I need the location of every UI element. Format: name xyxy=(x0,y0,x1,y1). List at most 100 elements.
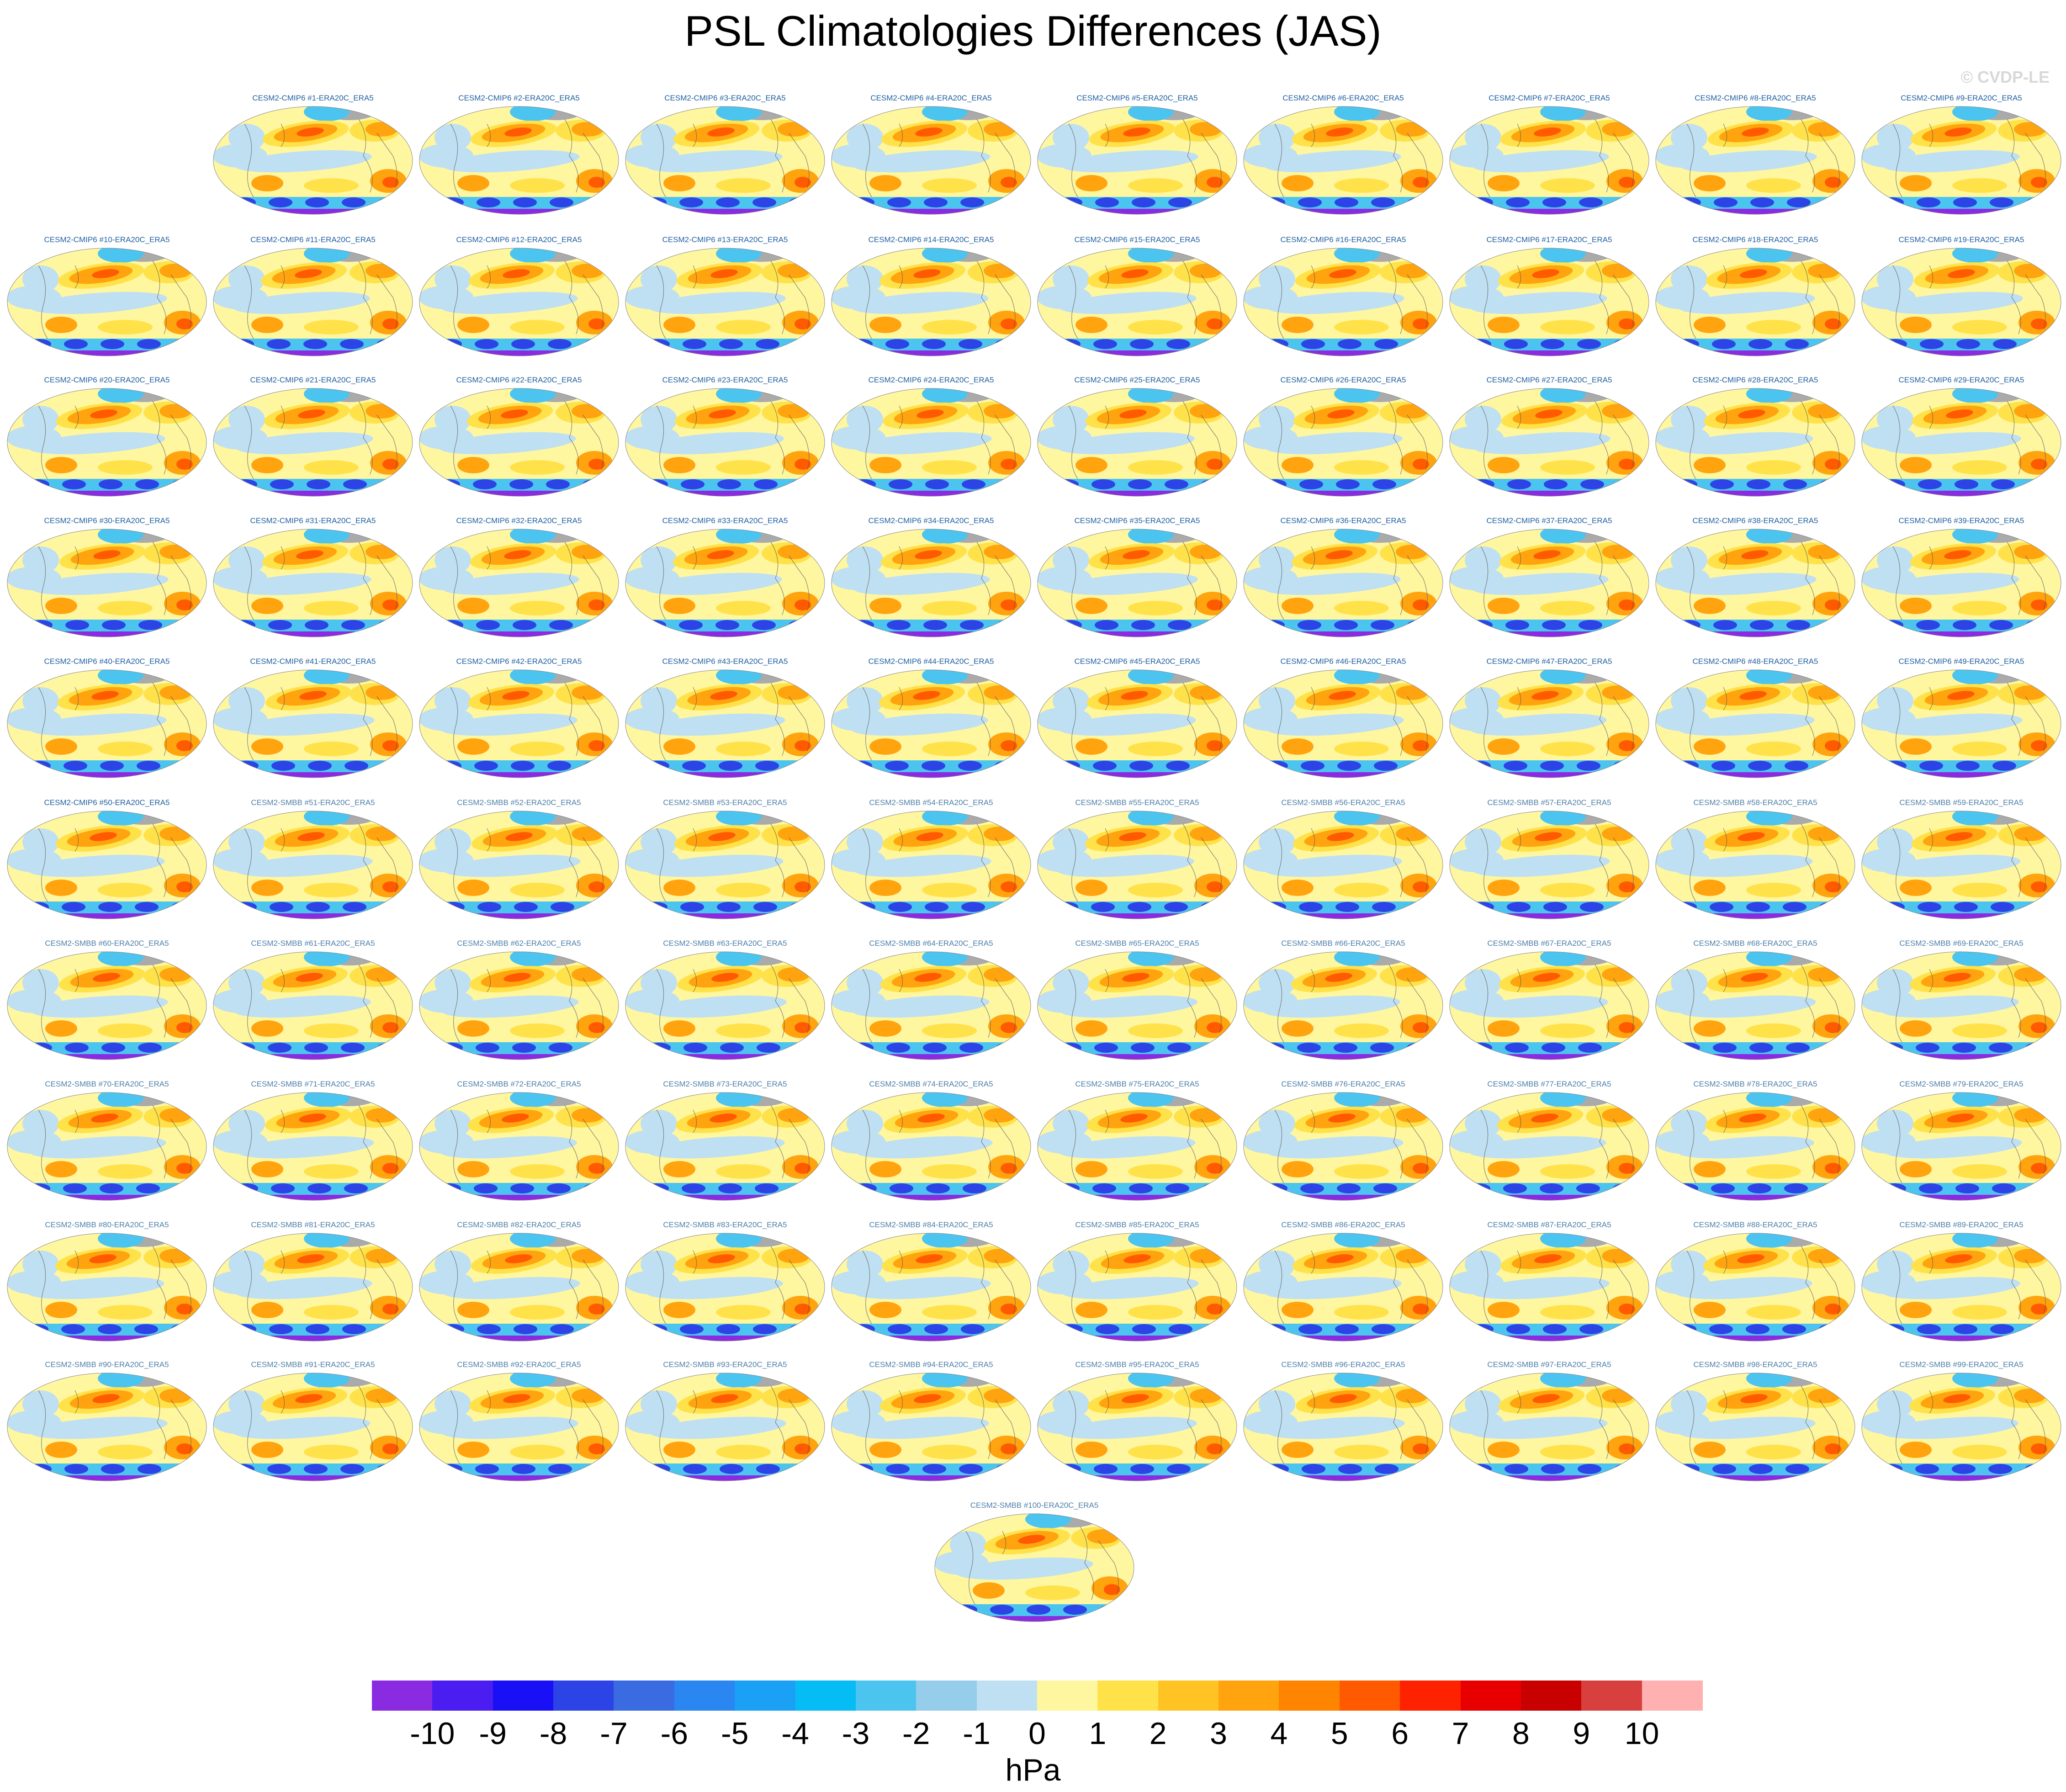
map-panel: CESM2-CMIP6 #45-ERA20C_ERA5 xyxy=(1037,657,1238,790)
psl-difference-map xyxy=(1655,388,1855,497)
psl-difference-map xyxy=(625,106,825,215)
map-panel: CESM2-SMBB #79-ERA20C_ERA5 xyxy=(1861,1080,2062,1212)
colorbar-tick-label: -6 xyxy=(660,1716,689,1751)
psl-difference-map xyxy=(1037,106,1237,215)
panel-title: CESM2-CMIP6 #15-ERA20C_ERA5 xyxy=(1074,235,1200,244)
panel-title: CESM2-SMBB #64-ERA20C_ERA5 xyxy=(869,939,993,948)
map-panel: CESM2-SMBB #76-ERA20C_ERA5 xyxy=(1243,1080,1444,1212)
psl-difference-map xyxy=(1655,1092,1855,1201)
map-panel: CESM2-CMIP6 #32-ERA20C_ERA5 xyxy=(418,516,620,649)
map-panel: CESM2-SMBB #52-ERA20C_ERA5 xyxy=(418,798,620,931)
map-panel: CESM2-SMBB #81-ERA20C_ERA5 xyxy=(212,1220,413,1353)
figure-title: PSL Climatologies Differences (JAS) xyxy=(684,7,1382,55)
panel-title: CESM2-SMBB #87-ERA20C_ERA5 xyxy=(1487,1220,1611,1229)
panel-title: CESM2-CMIP6 #20-ERA20C_ERA5 xyxy=(44,376,170,384)
map-panel: CESM2-SMBB #100-ERA20C_ERA5 xyxy=(934,1501,1135,1633)
map-panel: CESM2-CMIP6 #10-ERA20C_ERA5 xyxy=(6,235,207,368)
map-panel: CESM2-CMIP6 #42-ERA20C_ERA5 xyxy=(418,657,620,790)
panel-title: CESM2-CMIP6 #48-ERA20C_ERA5 xyxy=(1692,657,1818,666)
panel-title: CESM2-SMBB #85-ERA20C_ERA5 xyxy=(1075,1220,1199,1229)
psl-difference-map xyxy=(1449,811,1649,919)
panel-title: CESM2-CMIP6 #38-ERA20C_ERA5 xyxy=(1692,516,1818,525)
colorbar-tick-label: -10 xyxy=(410,1716,455,1751)
psl-difference-map xyxy=(213,951,413,1060)
map-panel: CESM2-CMIP6 #41-ERA20C_ERA5 xyxy=(212,657,413,790)
colorbar xyxy=(372,1681,1703,1711)
colorbar-tick-label: 7 xyxy=(1451,1716,1469,1751)
psl-difference-map xyxy=(7,669,207,778)
map-panel: CESM2-SMBB #59-ERA20C_ERA5 xyxy=(1861,798,2062,931)
map-panel: CESM2-CMIP6 #7-ERA20C_ERA5 xyxy=(1449,94,1650,226)
psl-difference-map xyxy=(625,388,825,497)
psl-difference-map xyxy=(1861,248,2061,356)
map-panel: CESM2-CMIP6 #3-ERA20C_ERA5 xyxy=(625,94,826,226)
map-panel: CESM2-SMBB #51-ERA20C_ERA5 xyxy=(212,798,413,931)
psl-difference-map xyxy=(7,811,207,919)
panel-title: CESM2-SMBB #66-ERA20C_ERA5 xyxy=(1281,939,1405,948)
panel-title: CESM2-CMIP6 #19-ERA20C_ERA5 xyxy=(1898,235,2024,244)
panel-title: CESM2-CMIP6 #49-ERA20C_ERA5 xyxy=(1898,657,2024,666)
colorbar-swatch xyxy=(553,1681,615,1711)
psl-difference-map xyxy=(831,1373,1031,1481)
psl-difference-map xyxy=(1243,1373,1443,1481)
panel-title: CESM2-SMBB #91-ERA20C_ERA5 xyxy=(251,1360,375,1369)
psl-difference-map xyxy=(1449,951,1649,1060)
psl-difference-map xyxy=(1449,1233,1649,1341)
panel-title: CESM2-SMBB #52-ERA20C_ERA5 xyxy=(457,798,581,807)
map-panel: CESM2-SMBB #73-ERA20C_ERA5 xyxy=(625,1080,826,1212)
colorbar-tick-label: 5 xyxy=(1330,1716,1348,1751)
psl-difference-map xyxy=(625,669,825,778)
psl-difference-map xyxy=(1037,248,1237,356)
map-panel: CESM2-CMIP6 #14-ERA20C_ERA5 xyxy=(831,235,1032,368)
map-panel: CESM2-CMIP6 #21-ERA20C_ERA5 xyxy=(212,376,413,508)
psl-difference-map xyxy=(831,248,1031,356)
panel-title: CESM2-CMIP6 #47-ERA20C_ERA5 xyxy=(1486,657,1612,666)
panel-title: CESM2-CMIP6 #7-ERA20C_ERA5 xyxy=(1489,94,1610,102)
psl-difference-map xyxy=(419,811,619,919)
colorbar-swatch xyxy=(1279,1681,1340,1711)
map-panel: CESM2-SMBB #62-ERA20C_ERA5 xyxy=(418,939,620,1071)
psl-difference-map xyxy=(419,1233,619,1341)
panel-title: CESM2-SMBB #92-ERA20C_ERA5 xyxy=(457,1360,581,1369)
panel-title: CESM2-CMIP6 #4-ERA20C_ERA5 xyxy=(870,94,992,102)
psl-difference-map xyxy=(419,248,619,356)
panel-title: CESM2-SMBB #54-ERA20C_ERA5 xyxy=(869,798,993,807)
colorbar-swatch xyxy=(855,1681,916,1711)
panel-title: CESM2-CMIP6 #33-ERA20C_ERA5 xyxy=(662,516,788,525)
panel-title: CESM2-CMIP6 #3-ERA20C_ERA5 xyxy=(664,94,786,102)
panel-title: CESM2-SMBB #63-ERA20C_ERA5 xyxy=(663,939,787,948)
psl-difference-map xyxy=(625,1373,825,1481)
psl-difference-map xyxy=(419,106,619,215)
panel-title: CESM2-CMIP6 #21-ERA20C_ERA5 xyxy=(250,376,376,384)
panel-title: CESM2-SMBB #82-ERA20C_ERA5 xyxy=(457,1220,581,1229)
map-panel: CESM2-CMIP6 #9-ERA20C_ERA5 xyxy=(1861,94,2062,226)
psl-difference-map xyxy=(1655,248,1855,356)
panel-title: CESM2-SMBB #81-ERA20C_ERA5 xyxy=(251,1220,375,1229)
map-panel: CESM2-SMBB #97-ERA20C_ERA5 xyxy=(1449,1360,1650,1493)
psl-difference-map xyxy=(1861,1233,2061,1341)
map-panel: CESM2-CMIP6 #46-ERA20C_ERA5 xyxy=(1243,657,1444,790)
colorbar-tick-label: 6 xyxy=(1391,1716,1409,1751)
psl-difference-map xyxy=(213,529,413,637)
colorbar-swatch xyxy=(493,1681,554,1711)
colorbar-swatch xyxy=(1037,1681,1098,1711)
psl-difference-map xyxy=(419,388,619,497)
panel-title: CESM2-SMBB #57-ERA20C_ERA5 xyxy=(1487,798,1611,807)
colorbar-tick-label: 10 xyxy=(1624,1716,1659,1751)
psl-difference-map xyxy=(1243,529,1443,637)
map-panel: CESM2-CMIP6 #2-ERA20C_ERA5 xyxy=(418,94,620,226)
map-panel: CESM2-SMBB #70-ERA20C_ERA5 xyxy=(6,1080,207,1212)
map-panel: CESM2-CMIP6 #47-ERA20C_ERA5 xyxy=(1449,657,1650,790)
panel-title: CESM2-SMBB #60-ERA20C_ERA5 xyxy=(45,939,169,948)
panel-title: CESM2-CMIP6 #14-ERA20C_ERA5 xyxy=(868,235,994,244)
panel-title: CESM2-SMBB #74-ERA20C_ERA5 xyxy=(869,1080,993,1088)
panel-title: CESM2-SMBB #55-ERA20C_ERA5 xyxy=(1075,798,1199,807)
psl-difference-map xyxy=(7,951,207,1060)
map-panel: CESM2-CMIP6 #6-ERA20C_ERA5 xyxy=(1243,94,1444,226)
watermark: © CVDP-LE xyxy=(1960,68,2050,86)
psl-difference-map xyxy=(1861,811,2061,919)
psl-difference-map xyxy=(1449,1373,1649,1481)
map-panel: CESM2-SMBB #74-ERA20C_ERA5 xyxy=(831,1080,1032,1212)
map-panel: CESM2-CMIP6 #1-ERA20C_ERA5 xyxy=(212,94,413,226)
colorbar-tick-label: 9 xyxy=(1573,1716,1590,1751)
